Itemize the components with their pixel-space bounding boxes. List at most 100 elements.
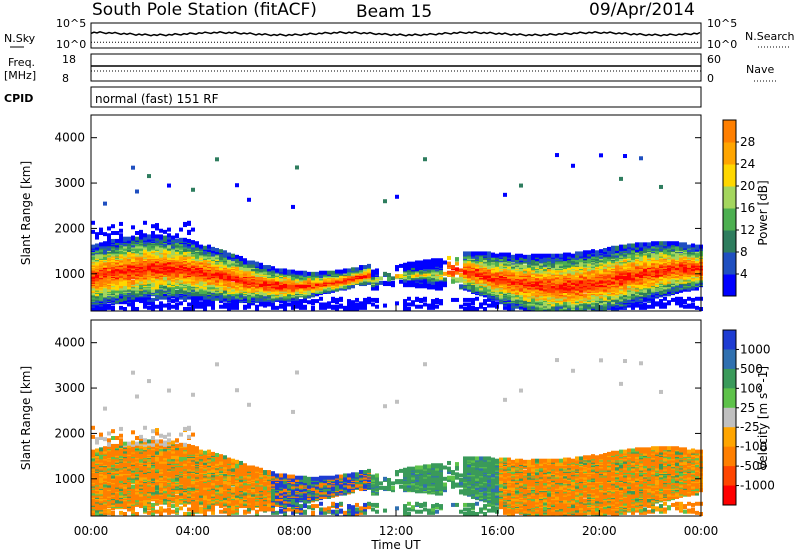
power-cell bbox=[271, 305, 275, 310]
power-cell bbox=[167, 227, 171, 232]
power-cell bbox=[643, 293, 647, 298]
power-cell bbox=[395, 274, 399, 279]
power-cell bbox=[471, 288, 475, 293]
power-cell bbox=[595, 277, 599, 282]
power-cell bbox=[147, 305, 151, 310]
power-cell bbox=[419, 282, 423, 287]
power-cell bbox=[179, 227, 183, 232]
power-cell bbox=[639, 305, 643, 310]
power-cell bbox=[187, 229, 191, 234]
power-cell bbox=[267, 293, 271, 298]
power-cell bbox=[563, 252, 567, 257]
power-cell bbox=[207, 285, 211, 290]
power-cell bbox=[131, 272, 135, 277]
power-cell bbox=[435, 275, 439, 280]
power-cell bbox=[303, 276, 307, 281]
power-cell bbox=[139, 299, 143, 304]
power-cell bbox=[471, 271, 475, 276]
power-cell bbox=[603, 259, 607, 264]
power-cell bbox=[475, 271, 479, 276]
power-cell bbox=[143, 261, 147, 266]
power-cell bbox=[263, 302, 267, 307]
power-cell bbox=[139, 232, 143, 237]
nsearch-label: N.Search bbox=[745, 30, 795, 43]
power-cell bbox=[503, 279, 507, 284]
power-cell bbox=[591, 268, 595, 273]
power-cell bbox=[295, 296, 299, 301]
power-cell bbox=[555, 260, 559, 265]
freq-label-2: [MHz] bbox=[4, 69, 36, 82]
power-cell bbox=[191, 254, 195, 259]
power-cell bbox=[471, 251, 475, 256]
power-cell bbox=[611, 245, 615, 250]
power-cell bbox=[423, 157, 427, 162]
power-cell bbox=[439, 299, 443, 304]
power-cell bbox=[231, 295, 235, 300]
power-cell bbox=[631, 255, 635, 260]
power-cell bbox=[351, 304, 355, 309]
power-cell bbox=[351, 307, 355, 311]
power-cell bbox=[311, 271, 315, 276]
power-cell bbox=[119, 305, 123, 310]
power-cell bbox=[119, 292, 123, 297]
power-cell bbox=[411, 276, 415, 281]
power-cell bbox=[99, 242, 103, 247]
power-cell bbox=[631, 261, 635, 266]
power-cell bbox=[399, 263, 403, 268]
station-title: South Pole Station (fitACF) bbox=[92, 0, 317, 20]
power-cell bbox=[495, 291, 499, 296]
power-cell bbox=[271, 269, 275, 274]
power-cell bbox=[215, 276, 219, 281]
power-cell bbox=[563, 254, 567, 259]
power-cell bbox=[635, 287, 639, 292]
power-cell bbox=[163, 237, 167, 242]
power-cell bbox=[507, 286, 511, 291]
power-cell bbox=[275, 277, 279, 282]
power-cell bbox=[191, 187, 195, 192]
power-cell bbox=[491, 277, 495, 282]
power-cell bbox=[307, 274, 311, 279]
power-cell bbox=[123, 307, 127, 311]
power-cell bbox=[235, 183, 239, 188]
power-cell bbox=[507, 252, 511, 257]
power-cell bbox=[575, 251, 579, 256]
power-cell bbox=[231, 289, 235, 294]
power-cell bbox=[475, 277, 479, 282]
power-cell bbox=[199, 275, 203, 280]
power-cell bbox=[99, 274, 103, 279]
power-cell bbox=[171, 304, 175, 309]
power-cell bbox=[475, 259, 479, 264]
power-cell bbox=[575, 291, 579, 296]
power-cell bbox=[439, 261, 443, 266]
nave-tick-low: 0 bbox=[707, 72, 714, 85]
power-cell bbox=[279, 268, 283, 273]
power-cell bbox=[291, 305, 295, 310]
power-cell bbox=[555, 153, 559, 158]
power-cell bbox=[523, 307, 527, 311]
power-cell bbox=[355, 307, 359, 311]
power-cell bbox=[463, 307, 467, 311]
power-cell bbox=[91, 307, 95, 311]
power-cell bbox=[619, 261, 623, 266]
power-cell bbox=[243, 304, 247, 309]
power-cell bbox=[303, 299, 307, 304]
power-cell bbox=[155, 223, 159, 228]
power-cell bbox=[99, 252, 103, 257]
power-cell bbox=[383, 199, 387, 204]
power-cell bbox=[107, 303, 111, 308]
power-cell bbox=[223, 253, 227, 258]
power-cell bbox=[355, 278, 359, 283]
power-cell bbox=[559, 257, 563, 262]
power-cell bbox=[407, 302, 411, 307]
power-cell bbox=[611, 300, 615, 305]
power-cell bbox=[223, 275, 227, 280]
power-cell bbox=[175, 297, 179, 302]
power-cell bbox=[471, 275, 475, 280]
power-cell bbox=[455, 267, 459, 272]
power-cell bbox=[603, 300, 607, 305]
power-cell bbox=[615, 287, 619, 292]
power-cell bbox=[151, 268, 155, 273]
power-cell bbox=[459, 276, 463, 281]
power-cell bbox=[103, 250, 107, 255]
